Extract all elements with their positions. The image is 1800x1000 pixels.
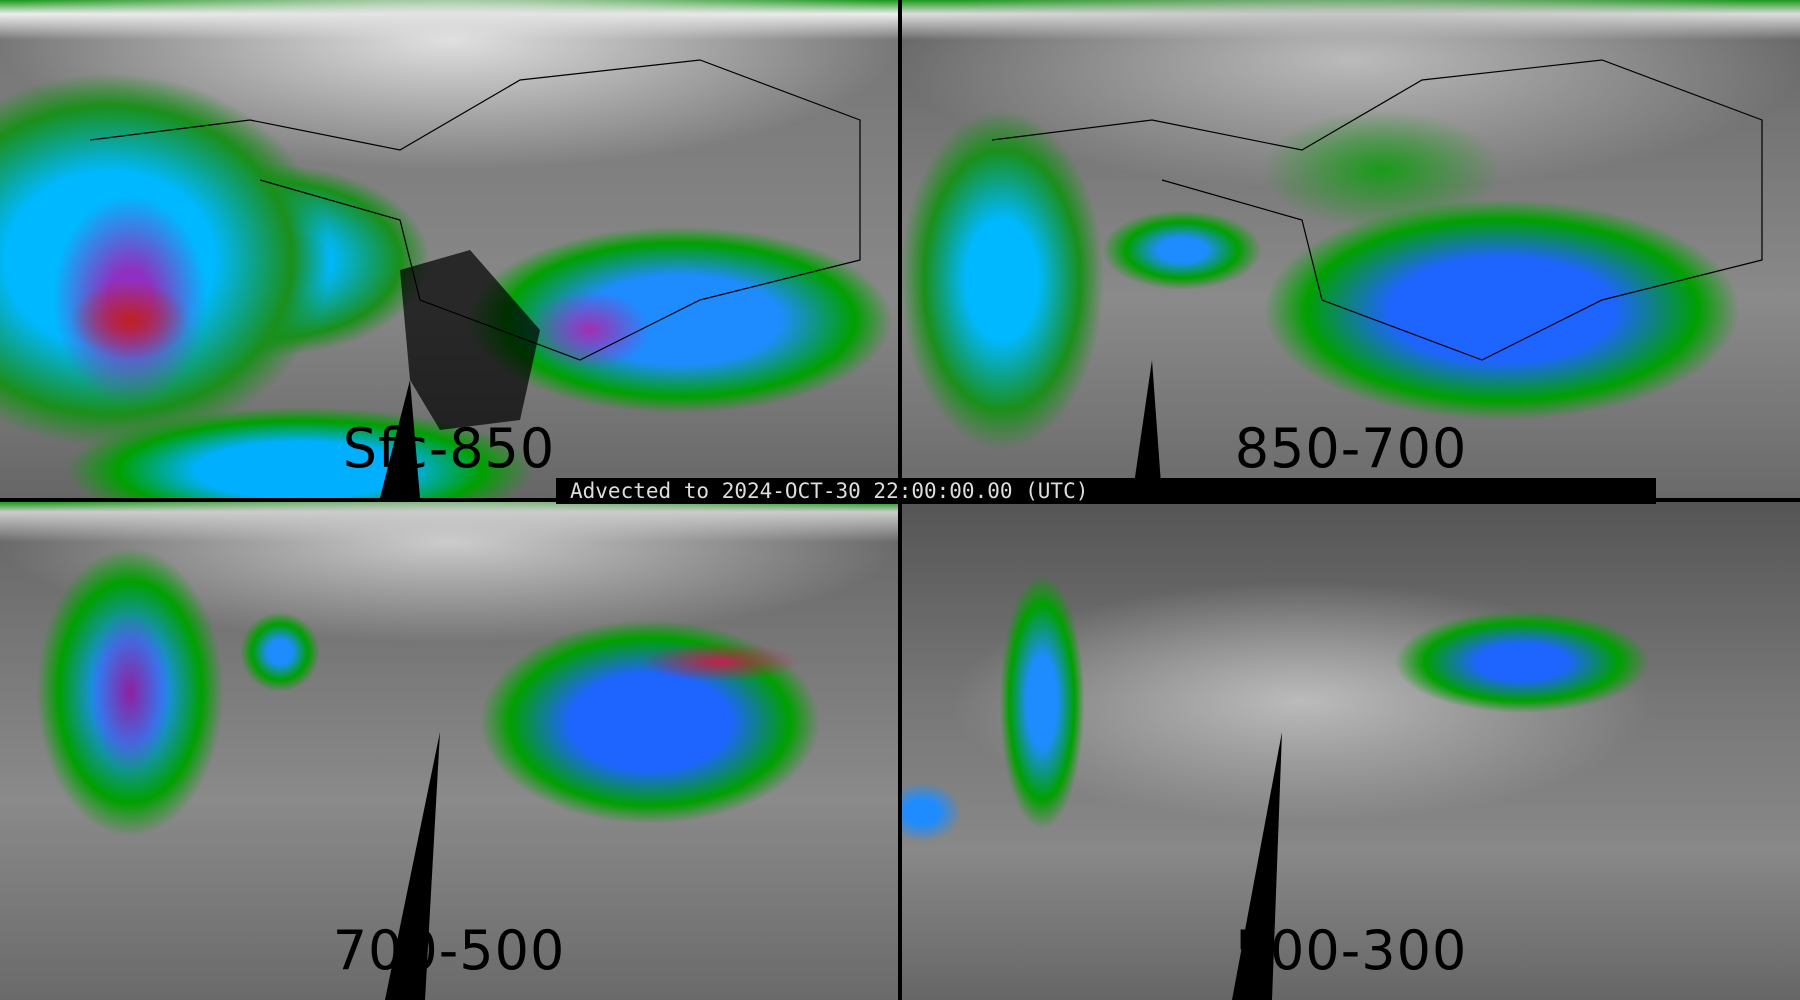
- panel-700-500: 700-500: [0, 502, 898, 1000]
- coastline-overlay: [991, 59, 1763, 498]
- layer-label: Sfc-850: [342, 417, 556, 480]
- coastline-overlay: [385, 732, 440, 1000]
- panel-500-300: 500-300: [902, 502, 1800, 1000]
- coastline-overlay: [89, 59, 861, 498]
- panel-850-700: 850-700: [902, 0, 1800, 498]
- layer-label: 850-700: [1234, 417, 1468, 480]
- moisture-field: [902, 0, 1800, 498]
- layer-label: 700-500: [332, 919, 566, 982]
- layer-label: 500-300: [1234, 919, 1468, 982]
- moisture-field: [902, 502, 1800, 1000]
- advection-time-banner: Advected to 2024-OCT-30 22:00:00.00 (UTC…: [556, 478, 1656, 504]
- moisture-field: [0, 502, 898, 1000]
- coastline-overlay: [1232, 732, 1282, 1000]
- panel-sfc-850: Sfc-850: [0, 0, 898, 498]
